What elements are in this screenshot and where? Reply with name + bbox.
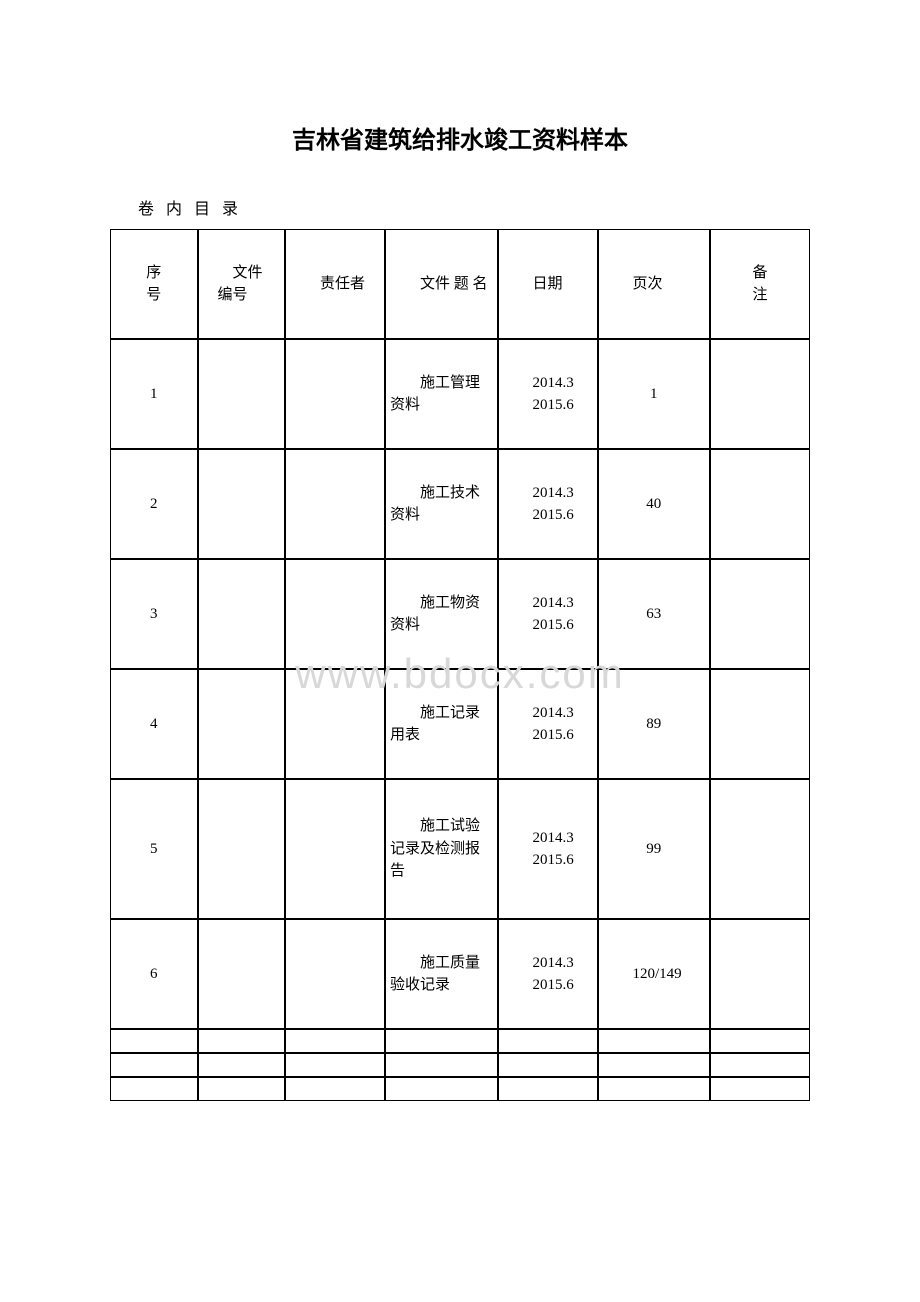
cell-date: 2014.3 2015.6 [498,339,598,449]
table-header-row: 序 号 文件 编号 责任者 文件 题 名 日期 页次 备 注 [110,229,810,339]
cell-doc-title: 施工质量验收记录 [385,919,498,1029]
cell-doc-no [198,779,286,919]
cell-doc-title: 施工管理资料 [385,339,498,449]
document-title: 吉林省建筑给排水竣工资料样本 [110,120,810,155]
header-note: 备 注 [710,229,810,339]
table-row: 1 施工管理资料 2014.3 2015.6 1 [110,339,810,449]
table-row: 2 施工技术资料 2014.3 2015.6 40 [110,449,810,559]
cell-seq: 1 [110,339,198,449]
cell-resp [285,449,385,559]
table-row: 3 施工物资资料 2014.3 2015.6 63 [110,559,810,669]
cell-page: 1 [598,339,711,449]
cell-seq: 5 [110,779,198,919]
cell-page: 89 [598,669,711,779]
cell-resp [285,779,385,919]
cell-doc-title: 施工试验记录及检测报告 [385,779,498,919]
cell-doc-title: 施工记录用表 [385,669,498,779]
cell-doc-no [198,449,286,559]
header-page: 页次 [598,229,711,339]
cell-date: 2014.3 2015.6 [498,779,598,919]
document-subtitle: 卷 内 目 录 [138,195,810,219]
cell-page: 99 [598,779,711,919]
cell-doc-no [198,919,286,1029]
cell-resp [285,559,385,669]
table-row: 4 施工记录用表 2014.3 2015.6 89 [110,669,810,779]
table-row: 5 施工试验记录及检测报告 2014.3 2015.6 99 [110,779,810,919]
cell-note [710,919,810,1029]
header-date: 日期 [498,229,598,339]
cell-seq: 2 [110,449,198,559]
cell-seq: 4 [110,669,198,779]
cell-date: 2014.3 2015.6 [498,559,598,669]
cell-page: 63 [598,559,711,669]
cell-seq: 6 [110,919,198,1029]
cell-note [710,559,810,669]
cell-date: 2014.3 2015.6 [498,919,598,1029]
cell-doc-title: 施工技术资料 [385,449,498,559]
cell-doc-no [198,559,286,669]
cell-date: 2014.3 2015.6 [498,449,598,559]
cell-resp [285,919,385,1029]
cell-doc-no [198,339,286,449]
cell-resp [285,669,385,779]
cell-date: 2014.3 2015.6 [498,669,598,779]
cell-note [710,669,810,779]
header-resp: 责任者 [285,229,385,339]
header-doc-no: 文件 编号 [198,229,286,339]
cell-page: 120/149 [598,919,711,1029]
header-doc-title: 文件 题 名 [385,229,498,339]
cell-page: 40 [598,449,711,559]
cell-note [710,449,810,559]
cell-seq: 3 [110,559,198,669]
cell-note [710,339,810,449]
cell-resp [285,339,385,449]
table-empty-row [110,1029,810,1053]
cell-doc-title: 施工物资资料 [385,559,498,669]
cell-doc-no [198,669,286,779]
header-seq: 序 号 [110,229,198,339]
content-table: 序 号 文件 编号 责任者 文件 题 名 日期 页次 备 注 1 施工管理资料 … [110,229,810,1101]
table-row: 6 施工质量验收记录 2014.3 2015.6 120/149 [110,919,810,1029]
table-empty-row [110,1077,810,1101]
cell-note [710,779,810,919]
table-empty-row [110,1053,810,1077]
